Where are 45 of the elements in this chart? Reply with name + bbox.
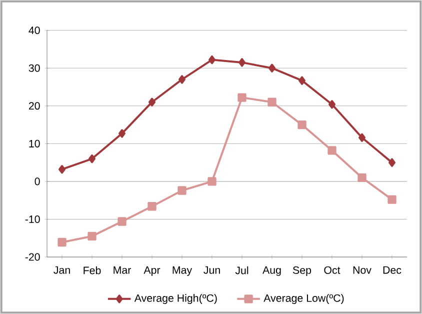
- legend-label: Average High(ºC): [134, 294, 217, 304]
- point: [148, 202, 156, 211]
- point: [298, 76, 306, 85]
- point: [178, 186, 186, 195]
- x-tick-label: Sep: [292, 266, 312, 276]
- x-tick-label: Jan: [54, 266, 70, 274]
- point: [238, 58, 246, 67]
- point: [58, 238, 66, 247]
- x-tick-label: Mar: [114, 266, 131, 274]
- x-tick-label: Aug: [262, 266, 281, 276]
- y-tick-label: 10: [29, 140, 40, 148]
- point: [208, 177, 216, 186]
- point: [358, 173, 366, 182]
- point: [88, 154, 96, 164]
- x-tick-label: May: [172, 266, 192, 276]
- x-tick-label: Dec: [383, 266, 402, 274]
- point: [328, 146, 336, 155]
- x-tick-label: Oct: [324, 266, 340, 274]
- x-tick-label: Feb: [84, 266, 101, 274]
- point: [208, 55, 216, 64]
- x-tick-label: Jul: [235, 266, 248, 274]
- point: [118, 129, 126, 138]
- point: [118, 217, 126, 226]
- point: [178, 75, 186, 84]
- x-tick-label: Apr: [144, 266, 160, 276]
- legend-label: Average Low(ºC): [264, 294, 344, 304]
- y-tick-label: 30: [28, 64, 40, 72]
- point: [148, 98, 156, 106]
- point: [358, 133, 366, 142]
- y-tick-label: -20: [25, 253, 40, 261]
- point: [298, 120, 306, 130]
- y-tick-label: 20: [28, 102, 40, 110]
- point: [58, 165, 66, 174]
- x-tick-label: Jun: [204, 266, 220, 274]
- y-tick-label: 0: [34, 178, 40, 186]
- x-tick-label: Nov: [353, 266, 372, 274]
- point: [388, 158, 396, 167]
- point: [328, 100, 336, 109]
- y-tick-label: -10: [25, 215, 40, 223]
- point: [268, 98, 276, 106]
- point: [388, 195, 396, 204]
- y-tick-label: 40: [28, 26, 40, 34]
- point: [88, 232, 96, 241]
- point: [238, 93, 246, 102]
- point: [268, 64, 276, 72]
